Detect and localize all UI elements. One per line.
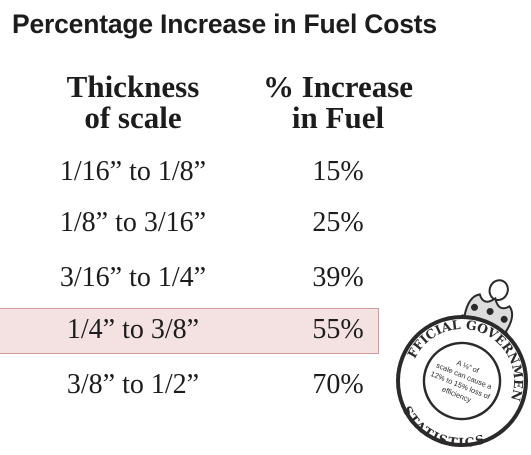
row-highlight-band xyxy=(0,308,379,354)
table-row: 3/8” to 1/2” 70% xyxy=(0,363,531,409)
increase-cell: 70% xyxy=(312,369,364,400)
column-header-line: in Fuel xyxy=(291,100,385,135)
increase-cell: 15% xyxy=(312,156,364,187)
column-header-thickness: Thickness of scale xyxy=(28,71,238,133)
thickness-cell: 1/4” to 3/8” xyxy=(66,314,200,345)
official-statistics-seal: OFFICIAL GOVERNMENT STATISTICS A ⅛” of s… xyxy=(381,258,530,453)
table-row: 1/16” to 1/8” 15% xyxy=(0,150,531,196)
column-header-line: Thickness xyxy=(66,69,200,104)
table-row-highlighted: 1/4” to 3/8” 55% xyxy=(0,308,531,354)
increase-cell: 39% xyxy=(312,262,364,293)
table-row: 1/8” to 3/16” 25% xyxy=(0,201,531,247)
chart-title: Percentage Increase in Fuel Costs xyxy=(12,9,437,39)
thickness-cell: 1/16” to 1/8” xyxy=(59,156,207,187)
thickness-cell: 3/16” to 1/4” xyxy=(59,262,207,293)
column-header-increase: % Increase in Fuel xyxy=(238,71,438,133)
thickness-cell: 1/8” to 3/16” xyxy=(59,207,207,238)
increase-cell: 55% xyxy=(312,314,364,345)
table-row: 3/16” to 1/4” 39% xyxy=(0,256,531,302)
column-header-line: % Increase xyxy=(262,69,414,104)
thickness-cell: 3/8” to 1/2” xyxy=(66,369,200,400)
increase-cell: 25% xyxy=(312,207,364,238)
column-header-line: of scale xyxy=(84,100,182,135)
